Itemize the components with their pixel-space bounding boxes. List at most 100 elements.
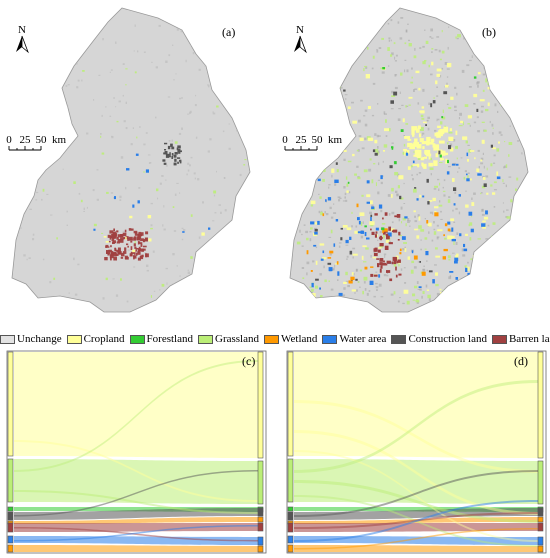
change-patch bbox=[467, 172, 470, 174]
change-patch bbox=[363, 281, 366, 284]
change-patch bbox=[410, 165, 413, 168]
change-patch bbox=[365, 247, 369, 250]
change-patch bbox=[347, 106, 351, 109]
change-patch bbox=[465, 190, 467, 192]
change-patch bbox=[356, 149, 359, 152]
change-patch bbox=[424, 149, 431, 155]
change-patch bbox=[359, 269, 363, 272]
change-patch bbox=[370, 228, 372, 231]
change-patch bbox=[109, 71, 111, 73]
change-patch bbox=[439, 200, 441, 203]
change-patch bbox=[336, 17, 338, 19]
change-patch bbox=[393, 91, 398, 96]
change-patch bbox=[401, 236, 406, 240]
change-patch bbox=[476, 274, 479, 278]
change-patch bbox=[427, 294, 431, 299]
change-patch bbox=[460, 157, 463, 159]
change-patch bbox=[402, 151, 405, 155]
change-patch bbox=[440, 218, 443, 220]
change-patch bbox=[313, 47, 316, 50]
change-patch bbox=[519, 52, 524, 54]
change-patch bbox=[190, 156, 193, 159]
change-patch bbox=[179, 159, 181, 162]
change-patch bbox=[406, 300, 410, 305]
change-patch bbox=[35, 191, 39, 194]
change-patch bbox=[220, 211, 222, 214]
change-patch bbox=[315, 85, 318, 88]
change-patch bbox=[476, 81, 480, 84]
change-patch bbox=[202, 201, 204, 204]
change-patch bbox=[359, 212, 365, 216]
change-patch bbox=[52, 108, 55, 110]
change-patch bbox=[395, 266, 397, 271]
change-patch bbox=[402, 217, 406, 221]
sankey-node bbox=[287, 351, 294, 457]
change-patch bbox=[115, 253, 119, 256]
change-patch bbox=[375, 286, 379, 289]
change-patch bbox=[48, 40, 50, 43]
change-patch bbox=[96, 198, 99, 201]
change-patch bbox=[379, 231, 382, 234]
change-patch bbox=[508, 270, 511, 273]
change-patch bbox=[295, 110, 298, 113]
change-patch bbox=[414, 47, 416, 51]
change-patch bbox=[382, 217, 384, 220]
change-patch bbox=[239, 31, 241, 33]
change-patch bbox=[477, 130, 480, 133]
change-patch bbox=[515, 111, 517, 114]
change-patch bbox=[456, 92, 458, 96]
change-patch bbox=[352, 256, 354, 259]
legend-swatch bbox=[198, 334, 213, 344]
change-patch bbox=[319, 273, 322, 276]
change-patch bbox=[416, 301, 419, 304]
change-patch bbox=[480, 157, 484, 161]
change-patch bbox=[399, 234, 402, 237]
sankey-node bbox=[287, 506, 294, 512]
change-patch bbox=[405, 105, 409, 107]
change-patch bbox=[494, 277, 497, 281]
change-patch bbox=[485, 210, 488, 215]
legend-item-wetland: Wetland bbox=[264, 333, 317, 345]
change-patch bbox=[67, 84, 70, 86]
sankey-node bbox=[537, 351, 544, 459]
change-patch bbox=[347, 139, 349, 142]
change-patch bbox=[435, 255, 441, 258]
change-patch bbox=[413, 151, 416, 153]
change-patch bbox=[491, 235, 494, 239]
change-patch bbox=[464, 265, 467, 268]
change-patch bbox=[496, 176, 501, 180]
change-patch bbox=[494, 85, 498, 87]
change-patch bbox=[386, 260, 391, 264]
change-patch bbox=[76, 63, 78, 65]
change-patch bbox=[197, 289, 200, 291]
change-patch bbox=[377, 263, 380, 268]
change-patch bbox=[463, 243, 466, 248]
change-patch bbox=[306, 73, 309, 76]
change-patch bbox=[449, 271, 454, 273]
change-patch bbox=[364, 123, 368, 127]
change-patch bbox=[38, 46, 40, 48]
change-patch bbox=[455, 145, 458, 150]
change-patch bbox=[341, 62, 345, 66]
change-patch bbox=[135, 153, 139, 156]
change-patch bbox=[455, 277, 458, 280]
change-patch bbox=[135, 249, 138, 252]
change-patch bbox=[301, 198, 303, 203]
change-patch bbox=[476, 287, 479, 291]
map-panel-b: (b) N 0 25 50 km bbox=[282, 7, 529, 313]
change-patch bbox=[172, 44, 174, 46]
change-patch bbox=[404, 69, 406, 73]
change-patch bbox=[450, 96, 454, 100]
change-patch bbox=[351, 272, 354, 276]
change-patch bbox=[380, 265, 383, 269]
change-patch bbox=[425, 124, 427, 126]
change-patch bbox=[219, 250, 221, 253]
sankey-panel-c: (c) bbox=[6, 350, 267, 554]
legend-label: Wetland bbox=[281, 333, 318, 345]
change-patch bbox=[211, 21, 214, 24]
change-patch bbox=[207, 85, 210, 88]
change-patch bbox=[433, 231, 437, 235]
change-patch bbox=[439, 58, 442, 61]
change-patch bbox=[508, 300, 510, 304]
change-patch bbox=[476, 252, 478, 255]
